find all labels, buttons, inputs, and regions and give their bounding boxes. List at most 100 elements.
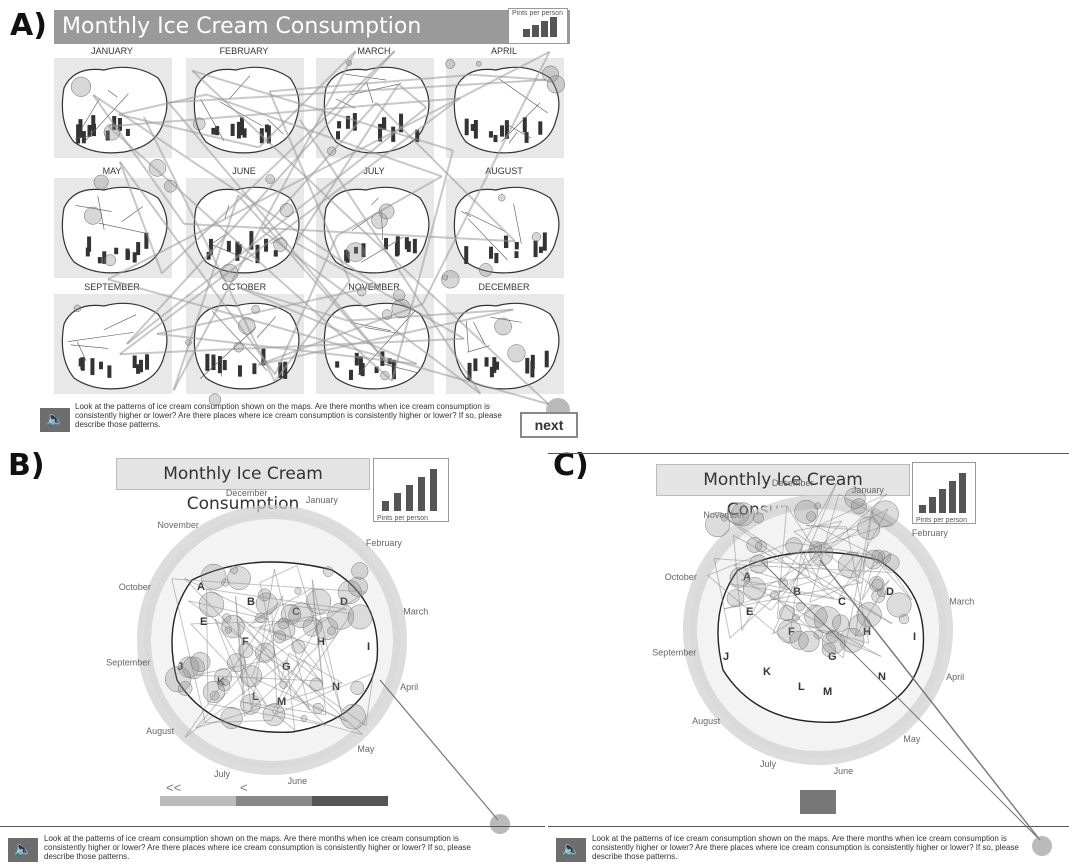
panel-b-instruction: Look at the patterns of ice cream consum… xyxy=(44,834,471,861)
month-label: APRIL xyxy=(490,46,517,56)
month-label: AUGUST xyxy=(485,166,523,176)
month-arc-label: August xyxy=(692,716,721,726)
legend-bar xyxy=(532,25,539,37)
region-label: J xyxy=(723,651,729,663)
legend-bar xyxy=(541,21,548,37)
slider-segment[interactable] xyxy=(331,796,350,806)
month-label: SEPTEMBER xyxy=(84,282,140,292)
legend-bar xyxy=(550,17,557,37)
month-label: MAY xyxy=(102,166,122,176)
region-label: H xyxy=(317,636,325,648)
panel-b-legend: Pints per person xyxy=(373,458,449,522)
region-label: E xyxy=(200,616,207,628)
legend-bar xyxy=(523,29,530,37)
month-arc-label: July xyxy=(760,759,777,769)
legend-label: Pints per person xyxy=(916,517,967,524)
nav-prev-fast-button[interactable]: << xyxy=(166,780,182,795)
legend-bar xyxy=(919,505,926,513)
region-label: G xyxy=(282,661,291,673)
legend-bar xyxy=(394,493,401,511)
month-arc-label: December xyxy=(772,478,814,488)
panel-a-label: A) xyxy=(10,8,47,43)
month-label: JUNE xyxy=(232,166,256,176)
nav-prev-button[interactable]: < xyxy=(240,780,248,795)
slider-segment[interactable] xyxy=(255,796,274,806)
month-arc-label: August xyxy=(146,726,175,736)
month-map xyxy=(446,178,564,278)
legend-bar xyxy=(406,485,413,511)
month-arc-label: April xyxy=(946,672,964,682)
month-label: MARCH xyxy=(357,46,391,56)
speaker-icon[interactable]: 🔈 xyxy=(40,408,70,432)
region-label: I xyxy=(913,631,916,643)
region-label: E xyxy=(746,606,753,618)
month-slider[interactable] xyxy=(160,796,390,806)
month-arc-label: February xyxy=(366,538,403,548)
legend-label: Pints per person xyxy=(512,10,563,17)
month-arc-label: December xyxy=(226,488,268,498)
slider-segment[interactable] xyxy=(198,796,217,806)
slider-segment[interactable] xyxy=(350,796,369,806)
month-map xyxy=(186,294,304,394)
next-button[interactable]: next xyxy=(520,412,578,438)
month-arc-label: September xyxy=(106,657,150,667)
region-label: A xyxy=(743,571,751,583)
region-label: K xyxy=(763,666,771,678)
month-map xyxy=(54,178,172,278)
legend-bar xyxy=(939,489,946,513)
slider-segment[interactable] xyxy=(293,796,312,806)
legend-bar xyxy=(430,469,437,511)
region-label: N xyxy=(878,671,886,683)
divider xyxy=(548,453,1069,454)
month-map xyxy=(316,178,434,278)
panel-a-legend: Pints per person xyxy=(508,8,568,44)
region-label: J xyxy=(177,661,183,673)
month-arc-label: February xyxy=(912,528,949,538)
panel-a-title: Monthly Ice Cream Consumption xyxy=(54,10,570,44)
divider xyxy=(548,826,1069,827)
region-label: M xyxy=(823,686,832,698)
region-label: C xyxy=(292,606,300,618)
panel-c-instruction: Look at the patterns of ice cream consum… xyxy=(592,834,1019,861)
month-arc-label: March xyxy=(403,607,428,617)
month-arc-label: April xyxy=(400,682,418,692)
speaker-icon[interactable]: 🔈 xyxy=(556,838,586,862)
slider-segment[interactable] xyxy=(217,796,236,806)
region-label: L xyxy=(798,681,805,693)
legend-bar xyxy=(929,497,936,513)
month-arc-label: July xyxy=(214,769,231,779)
month-label: FEBRUARY xyxy=(219,46,269,56)
month-label: DECEMBER xyxy=(478,282,530,292)
slider-segment[interactable] xyxy=(179,796,198,806)
region-label: K xyxy=(217,676,225,688)
month-arc-label: November xyxy=(157,520,199,530)
month-label: JULY xyxy=(363,166,385,176)
slider-segment[interactable] xyxy=(160,796,179,806)
month-label: OCTOBER xyxy=(221,282,267,292)
month-arc-label: September xyxy=(652,647,696,657)
month-arc-label: May xyxy=(903,734,921,744)
speaker-icon[interactable]: 🔈 xyxy=(8,838,38,862)
slider-segment[interactable] xyxy=(274,796,293,806)
region-label: D xyxy=(886,586,894,598)
slider-segment[interactable] xyxy=(236,796,255,806)
month-arc-label: June xyxy=(834,766,854,776)
slider-segment[interactable] xyxy=(312,796,331,806)
month-map xyxy=(54,294,172,394)
panel-b-label: B) xyxy=(8,448,45,483)
legend-bar xyxy=(418,477,425,511)
month-arc-label: May xyxy=(357,744,375,754)
slider-segment[interactable] xyxy=(369,796,388,806)
month-arc-label: October xyxy=(119,582,151,592)
panel-c-legend: Pints per person xyxy=(912,462,976,524)
region-label: B xyxy=(247,596,255,608)
region-label: L xyxy=(252,691,259,703)
month-label: JANUARY xyxy=(91,46,133,56)
divider xyxy=(0,826,545,827)
month-arc-label: June xyxy=(288,776,308,786)
month-arc-label: November xyxy=(703,510,745,520)
region-label: I xyxy=(367,641,370,653)
